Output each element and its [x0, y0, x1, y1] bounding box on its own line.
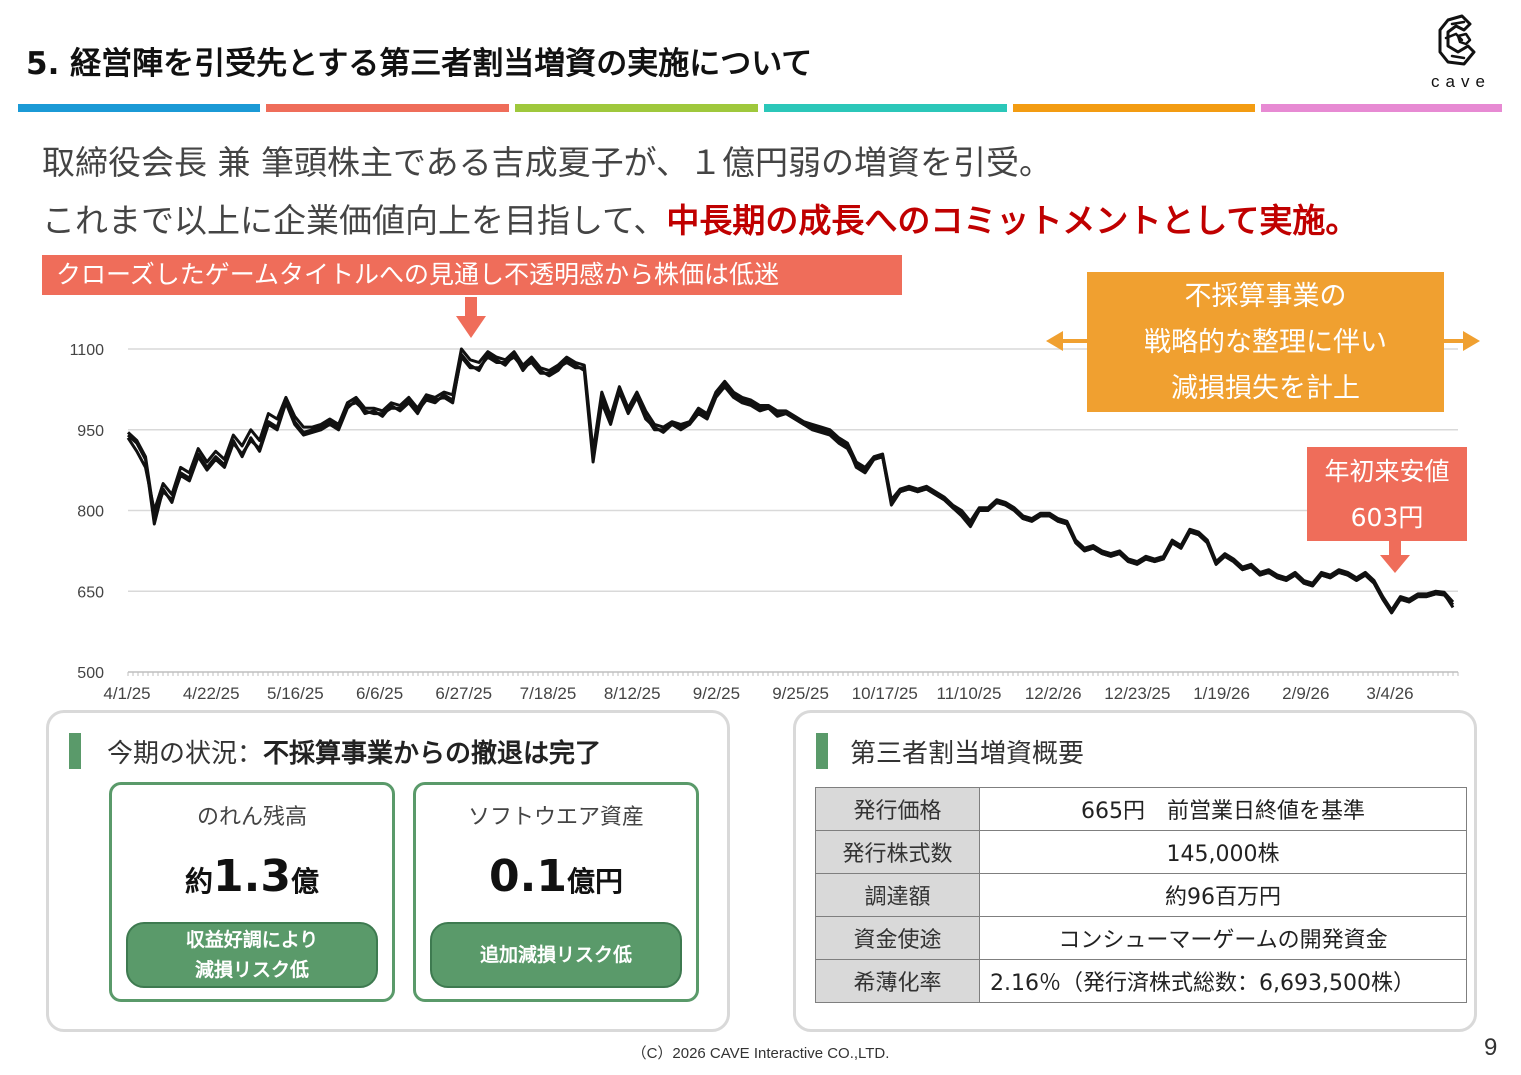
goodwill-risk-badge: 収益好調により 減損リスク低 [126, 922, 378, 988]
software-asset-unit: 億円 [566, 865, 623, 898]
color-bar-segment-2 [266, 104, 509, 112]
row-value-issue-price: 665円 前営業日終値を基準 [979, 787, 1467, 831]
x-tick-label: 1/19/26 [1193, 684, 1250, 703]
color-bar-segment-3 [515, 104, 758, 112]
callout-ytd-low-line-1: 年初来安値 [1324, 457, 1450, 486]
lead-line-2: これまで以上に企業価値向上を目指して、中長期の成長へのコミットメントとして実施。 [42, 194, 1358, 242]
row-value-use-of-funds: コンシューマーゲームの開発資金 [979, 916, 1467, 960]
goodwill-label: のれん残高 [196, 805, 307, 830]
row-value-amount-raised: 約96百万円 [979, 873, 1467, 917]
table-row: 資金使途 コンシューマーゲームの開発資金 [815, 916, 1467, 960]
table-row: 希薄化率 2.16％（発行済株式総数：6,693,500株） [815, 959, 1467, 1003]
software-asset-risk-line-1: 追加減損リスク低 [479, 944, 632, 966]
goodwill-risk-line-1: 収益好調により [185, 929, 319, 951]
cave-logo-mark [1438, 14, 1476, 66]
software-asset-card: ソフトウエア資産 0.1億円 追加減損リスク低 [413, 782, 699, 1002]
left-arrow-impairment [1046, 331, 1087, 351]
chart-x-ticks: 4/1/25 4/22/25 5/16/25 6/6/25 6/27/25 7/18/25… [103, 684, 1413, 703]
row-label-amount-raised: 調達額 [815, 873, 980, 917]
row-value-shares-issued: 145,000株 [979, 830, 1467, 874]
goodwill-number: 1.3 [213, 851, 291, 902]
color-bar-segment-4 [764, 104, 1007, 112]
page-number: 9 [1484, 1034, 1498, 1061]
x-tick-label: 12/23/25 [1104, 684, 1170, 703]
y-tick-label: 800 [77, 504, 104, 521]
x-tick-label: 11/10/25 [937, 684, 1002, 703]
goodwill-value: 約1.3億 [112, 851, 392, 902]
allotment-summary-title: 第三者割当増資概要 [850, 739, 1085, 769]
x-tick-label: 6/6/25 [356, 684, 403, 703]
current-status-title: 今期の状況：不採算事業からの撤退は完了 [107, 733, 601, 770]
software-asset-number: 0.1 [489, 851, 567, 902]
current-status-title-plain: 今期の状況： [107, 739, 264, 769]
callout-impairment-line-2: 戦略的な整理に伴い [1144, 327, 1387, 358]
goodwill-card: のれん残高 約1.3億 収益好調により 減損リスク低 [109, 782, 395, 1002]
lead-line-1: 取締役会長 兼 筆頭株主である吉成夏子が、１億円弱の増資を引受。 [42, 143, 1052, 182]
callout-closed-games: クローズしたゲームタイトルへの見通し不透明感から株価は低迷 [42, 255, 902, 295]
x-tick-label: 4/22/25 [183, 684, 240, 703]
x-tick-label: 7/18/25 [520, 684, 577, 703]
row-value-dilution-rate: 2.16％（発行済株式総数：6,693,500株） [979, 959, 1467, 1003]
x-tick-label: 2/9/26 [1282, 684, 1329, 703]
price-series-line-2 [126, 347, 1455, 612]
x-tick-label: 3/4/26 [1366, 684, 1413, 703]
lead-line-2-plain: これまで以上に企業価値向上を目指して、 [42, 201, 667, 240]
table-row: 発行株式数 145,000株 [815, 830, 1467, 874]
page-title: 5. 経営陣を引受先とする第三者割当増資の実施について [26, 46, 813, 82]
software-asset-risk-badge: 追加減損リスク低 [430, 922, 682, 988]
callout-impairment-line-3: 減損損失を計上 [1171, 373, 1360, 404]
y-tick-label: 500 [77, 665, 104, 682]
cave-logo: cave [1418, 12, 1504, 94]
table-row: 発行価格 665円 前営業日終値を基準 [815, 787, 1467, 831]
x-tick-label: 9/2/25 [693, 684, 740, 703]
goodwill-risk-line-2: 減損リスク低 [194, 959, 309, 981]
software-asset-value: 0.1億円 [416, 851, 696, 902]
panel-marker [69, 733, 81, 769]
y-tick-label: 1100 [70, 342, 105, 359]
x-tick-label: 6/27/25 [435, 684, 492, 703]
current-status-title-bold: 不採算事業からの撤退は完了 [263, 739, 602, 769]
row-label-use-of-funds: 資金使途 [815, 916, 980, 960]
callout-ytd-low: 年初来安値 603円 [1307, 447, 1467, 541]
right-arrow-impairment [1444, 331, 1480, 351]
row-label-shares-issued: 発行株式数 [815, 830, 980, 874]
x-tick-label: 10/17/25 [852, 684, 918, 703]
row-label-issue-price: 発行価格 [815, 787, 980, 831]
goodwill-unit: 億 [290, 865, 319, 898]
y-tick-label: 950 [77, 423, 104, 440]
down-arrow-ytd-low [1380, 541, 1410, 573]
callout-impairment: 不採算事業の 戦略的な整理に伴い 減損損失を計上 [1087, 272, 1444, 412]
callout-impairment-line-1: 不採算事業の [1184, 281, 1347, 312]
chart-y-ticks: 500 650 800 950 1100 [70, 342, 105, 682]
lead-line-2-emphasis: 中長期の成長へのコミットメントとして実施。 [666, 201, 1359, 240]
table-row: 調達額 約96百万円 [815, 873, 1467, 917]
color-bar-segment-1 [18, 104, 260, 112]
x-tick-label: 12/2/26 [1025, 684, 1082, 703]
goodwill-prefix: 約 [185, 865, 214, 898]
x-tick-label: 8/12/25 [604, 684, 661, 703]
x-tick-label: 9/25/25 [772, 684, 829, 703]
panel-marker [816, 733, 828, 769]
x-tick-label: 4/1/25 [103, 684, 150, 703]
color-bar-segment-5 [1013, 104, 1255, 112]
software-asset-label: ソフトウエア資産 [467, 805, 644, 830]
copyright: （C）2026 CAVE Interactive CO.,LTD. [631, 1045, 890, 1062]
down-arrow-closed-games [456, 297, 486, 338]
price-series-line-3 [126, 355, 1455, 615]
row-label-dilution-rate: 希薄化率 [815, 959, 980, 1003]
chart-series [126, 347, 1455, 615]
color-bar-segment-6 [1261, 104, 1502, 112]
x-tick-label: 5/16/25 [267, 684, 324, 703]
current-status-panel: 今期の状況：不採算事業からの撤退は完了 のれん残高 約1.3億 収益好調により … [46, 710, 730, 1032]
y-tick-label: 650 [77, 584, 104, 601]
logo-text: cave [1431, 72, 1491, 91]
allotment-summary-table: 発行価格 665円 前営業日終値を基準 発行株式数 145,000株 調達額 約… [815, 787, 1467, 1003]
callout-ytd-low-line-2: 603円 [1350, 503, 1424, 532]
